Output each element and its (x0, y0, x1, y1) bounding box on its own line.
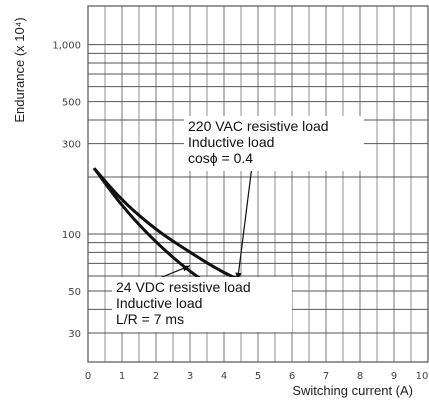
x-tick-label: 5 (255, 371, 261, 382)
tick-labels: 30 50 100 300 500 1,000 0 1 2 3 4 5 6 7 8 9 10 (52, 41, 428, 382)
annotation-background (184, 116, 364, 171)
annotation-background (112, 277, 292, 332)
x-tick-label: 3 (187, 371, 193, 382)
y-axis-title: Endurance (x 10⁴) (12, 17, 27, 122)
annotation-text: cosϕ = 0.4 (188, 150, 253, 166)
annotation-text: 24 VDC resistive load (116, 279, 251, 295)
y-tick-label: 30 (68, 329, 81, 340)
y-tick-label: 100 (62, 230, 81, 241)
leader-arrowhead (182, 265, 190, 272)
annotation-text: Inductive load (188, 134, 274, 150)
x-tick-label: 1 (119, 371, 125, 382)
annotation-text: 220 VAC resistive load (188, 118, 329, 134)
y-tick-label: 1,000 (52, 41, 81, 52)
x-axis-title: Switching current (A) (292, 383, 413, 398)
y-tick-label: 300 (62, 140, 81, 151)
y-tick-label: 500 (62, 98, 81, 109)
y-tick-label: 50 (68, 287, 81, 298)
annotation-text: L/R = 7 ms (116, 311, 184, 327)
leader-arrowhead (235, 272, 242, 281)
annotation-text: Inductive load (116, 295, 202, 311)
leader-line-1 (237, 165, 253, 281)
x-tick-label: 10 (416, 371, 429, 382)
x-tick-label: 0 (85, 371, 91, 382)
x-tick-label: 9 (391, 371, 397, 382)
x-tick-label: 4 (221, 371, 227, 382)
x-tick-label: 8 (357, 371, 363, 382)
x-tick-label: 7 (323, 371, 329, 382)
x-tick-label: 6 (289, 371, 295, 382)
plot-frame (87, 5, 429, 363)
x-tick-label: 2 (153, 371, 159, 382)
